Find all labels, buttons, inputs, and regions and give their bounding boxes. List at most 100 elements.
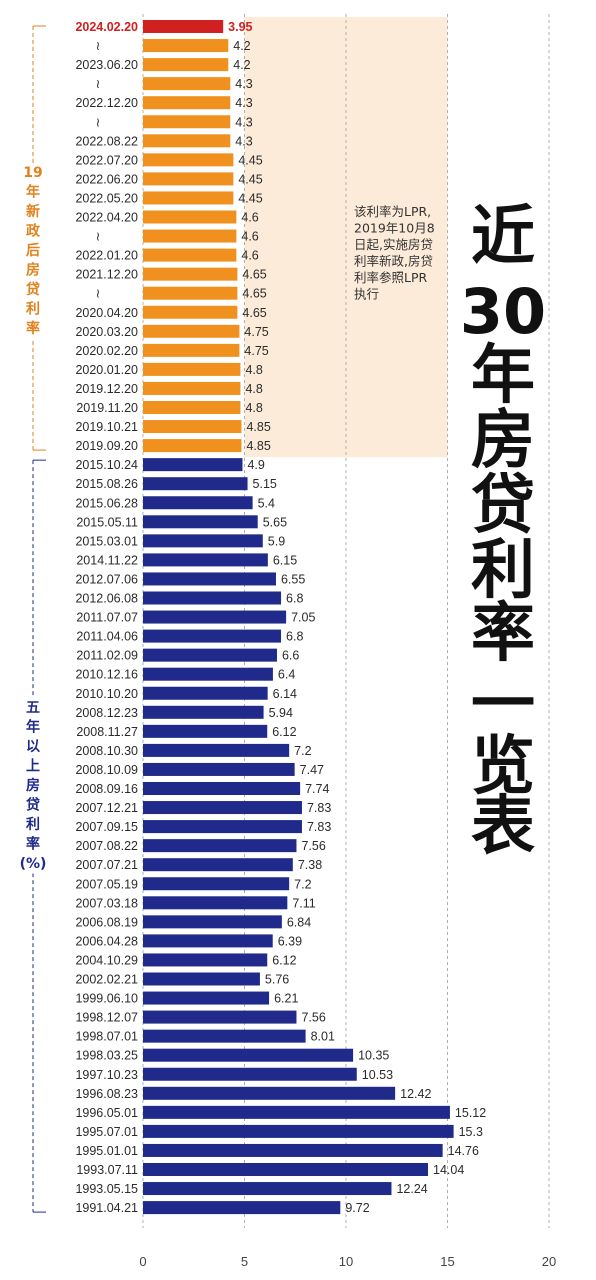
new-policy-label-bg-2 [20,202,46,222]
category-label-2: 2023.06.20 [75,58,138,72]
bar-14 [143,286,238,300]
bar-26 [143,515,258,529]
value-label-32: 6.8 [286,630,303,644]
bar-13 [143,267,238,281]
note-line-0: 该利率为LPR, [354,204,431,219]
category-label-23: 2015.10.24 [75,458,138,472]
new-policy-label-bg-3 [20,221,46,241]
note-line-1: 2019年10月8 [354,221,435,236]
value-label-7: 4.45 [238,153,262,167]
category-label-14: ≀ [96,287,101,301]
category-label-13: 2021.12.20 [75,268,138,282]
bar-11 [143,229,237,243]
value-label-9: 4.45 [238,191,262,205]
new-policy-label-1: 年 [26,184,40,201]
category-label-4: 2022.12.20 [75,96,138,110]
bar-39 [143,762,295,776]
new-policy-label-6: 贷 [26,281,40,298]
bar-30 [143,591,282,605]
category-label-54: 1998.03.25 [75,1049,138,1063]
bar-43 [143,839,297,853]
note-line-2: 日起,实施房贷 [354,237,433,252]
value-label-16: 4.75 [244,325,268,339]
bar-56 [143,1086,396,1100]
category-label-46: 2007.03.18 [75,896,138,910]
category-label-36: 2008.12.23 [75,706,138,720]
value-label-53: 8.01 [311,1030,335,1044]
category-label-16: 2020.03.20 [75,325,138,339]
value-label-42: 7.83 [307,820,331,834]
bar-35 [143,686,268,700]
bar-1 [143,39,229,53]
value-label-2: 4.2 [233,58,250,72]
note-line-5: 执行 [354,287,379,302]
category-label-21: 2019.10.21 [75,420,138,434]
bar-9 [143,191,234,205]
category-label-60: 1993.07.11 [76,1163,138,1177]
bar-4 [143,96,231,110]
category-label-61: 1993.05.15 [75,1182,138,1196]
category-label-62: 1991.04.21 [75,1201,138,1215]
category-label-29: 2012.07.06 [75,572,138,586]
bar-51 [143,991,270,1005]
category-label-34: 2010.12.16 [75,668,138,682]
value-label-17: 4.75 [244,344,268,358]
five-year-label-bg-4 [20,776,46,796]
title-char-8: 览 [471,730,535,804]
new-policy-label-5: 房 [26,262,40,279]
value-label-6: 4.3 [235,134,252,148]
value-label-25: 5.4 [258,496,275,510]
category-label-24: 2015.08.26 [75,477,138,491]
five-year-label-3: 上 [26,759,40,775]
bar-36 [143,705,264,719]
category-label-22: 2019.09.20 [75,439,138,453]
value-label-8: 4.45 [238,172,262,186]
new-policy-label-bg-5 [20,260,46,280]
category-label-48: 2006.04.28 [75,934,138,948]
value-label-24: 5.15 [253,477,277,491]
five-year-label-bg-6 [20,815,46,835]
category-label-18: 2020.01.20 [75,363,138,377]
bar-7 [143,153,234,167]
value-label-11: 4.6 [241,230,258,244]
value-label-27: 5.9 [268,534,285,548]
category-label-7: 2022.07.20 [75,153,138,167]
bar-27 [143,534,263,548]
value-label-3: 4.3 [235,77,252,91]
bar-44 [143,858,293,872]
bar-59 [143,1143,443,1157]
value-label-28: 6.15 [273,553,297,567]
five-year-label-8: (%) [20,856,47,872]
title-char-2: 年 [471,339,535,413]
value-label-33: 6.6 [282,649,299,663]
bar-16 [143,324,240,338]
category-label-50: 2002.02.21 [75,973,138,987]
new-policy-label-bg-8 [20,319,46,339]
new-policy-label-0: 19 [23,165,42,181]
title-char-4: 贷 [471,469,535,543]
value-label-50: 5.76 [265,973,289,987]
category-label-1: ≀ [96,39,101,53]
value-label-47: 6.84 [287,915,311,929]
value-label-37: 6.12 [272,725,296,739]
category-label-27: 2015.03.01 [75,534,138,548]
category-label-47: 2006.08.19 [75,915,138,929]
value-label-61: 12.24 [396,1182,427,1196]
value-label-30: 6.8 [286,592,303,606]
category-label-28: 2014.11.22 [76,553,138,567]
value-label-49: 6.12 [272,953,296,967]
bar-45 [143,877,290,891]
category-label-44: 2007.07.21 [75,858,138,872]
category-label-41: 2007.12.21 [75,801,138,815]
bar-61 [143,1182,392,1196]
five-year-label-7: 率 [26,836,40,853]
bar-21 [143,420,242,434]
bar-0 [143,20,224,33]
five-year-label-4: 房 [26,777,40,794]
category-label-57: 1996.05.01 [75,1106,138,1120]
bar-50 [143,972,260,986]
category-label-43: 2007.08.22 [75,839,138,853]
five-year-label-0: 五 [26,700,40,716]
category-label-38: 2008.10.30 [75,744,138,758]
new-policy-label-bg-1 [20,182,46,202]
